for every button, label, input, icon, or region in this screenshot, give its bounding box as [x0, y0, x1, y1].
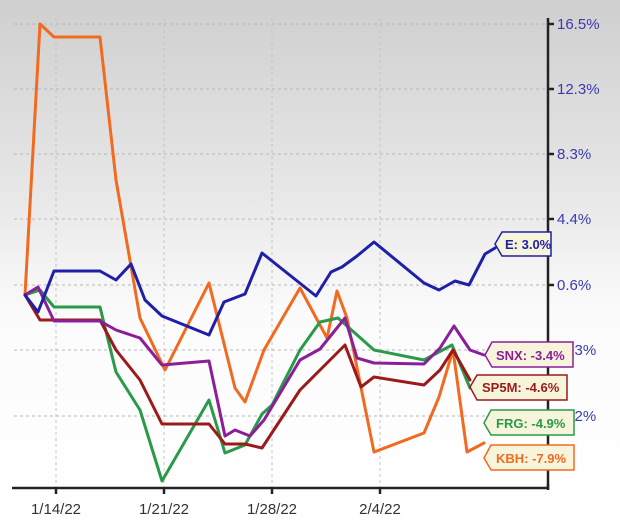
y-tick-label: 0.6% [557, 277, 591, 294]
y-tick-label: 8.3% [557, 146, 591, 163]
x-axis [12, 484, 550, 494]
series-tag-sp5m: SP5M: -4.6% [469, 374, 568, 401]
x-tick-label: 1/28/22 [247, 501, 297, 518]
series-line-sp5m [23, 293, 472, 450]
y-tick-label: 16.5% [557, 16, 600, 33]
tag-label-sp5m: SP5M: -4.6% [482, 380, 560, 395]
y-tick-label: 4.4% [557, 211, 591, 228]
vertical-gridlines [55, 18, 381, 488]
series-tag-snx: SNX: -3.4% [484, 341, 574, 368]
series-line-kbh [23, 22, 486, 454]
x-tick-label: 2/4/22 [359, 501, 401, 518]
tag-label-kbh: KBH: -7.9% [496, 451, 567, 466]
x-tick-label: 1/21/22 [139, 501, 189, 518]
tag-label-snx: SNX: -3.4% [496, 348, 565, 363]
y-tick-label: 12.3% [557, 81, 600, 98]
series-line-e [23, 240, 497, 337]
series-tag-frg: FRG: -4.9% [483, 409, 575, 436]
series-tag-kbh: KBH: -7.9% [483, 444, 575, 471]
x-tick-label: 1/14/22 [31, 501, 81, 518]
x-tick-labels: 1/14/22 1/21/22 1/28/22 2/4/22 [31, 501, 401, 518]
tag-label-frg: FRG: -4.9% [496, 416, 566, 431]
series-line-snx [23, 285, 486, 438]
series-tag-e: E: 3.0% [494, 231, 552, 257]
y-tick-labels: 16.5% 12.3% 8.3% 4.4% 0.6% -3.3% -7.2% [557, 16, 600, 425]
horizontal-gridlines [14, 23, 548, 417]
tag-label-e: E: 3.0% [505, 237, 552, 252]
